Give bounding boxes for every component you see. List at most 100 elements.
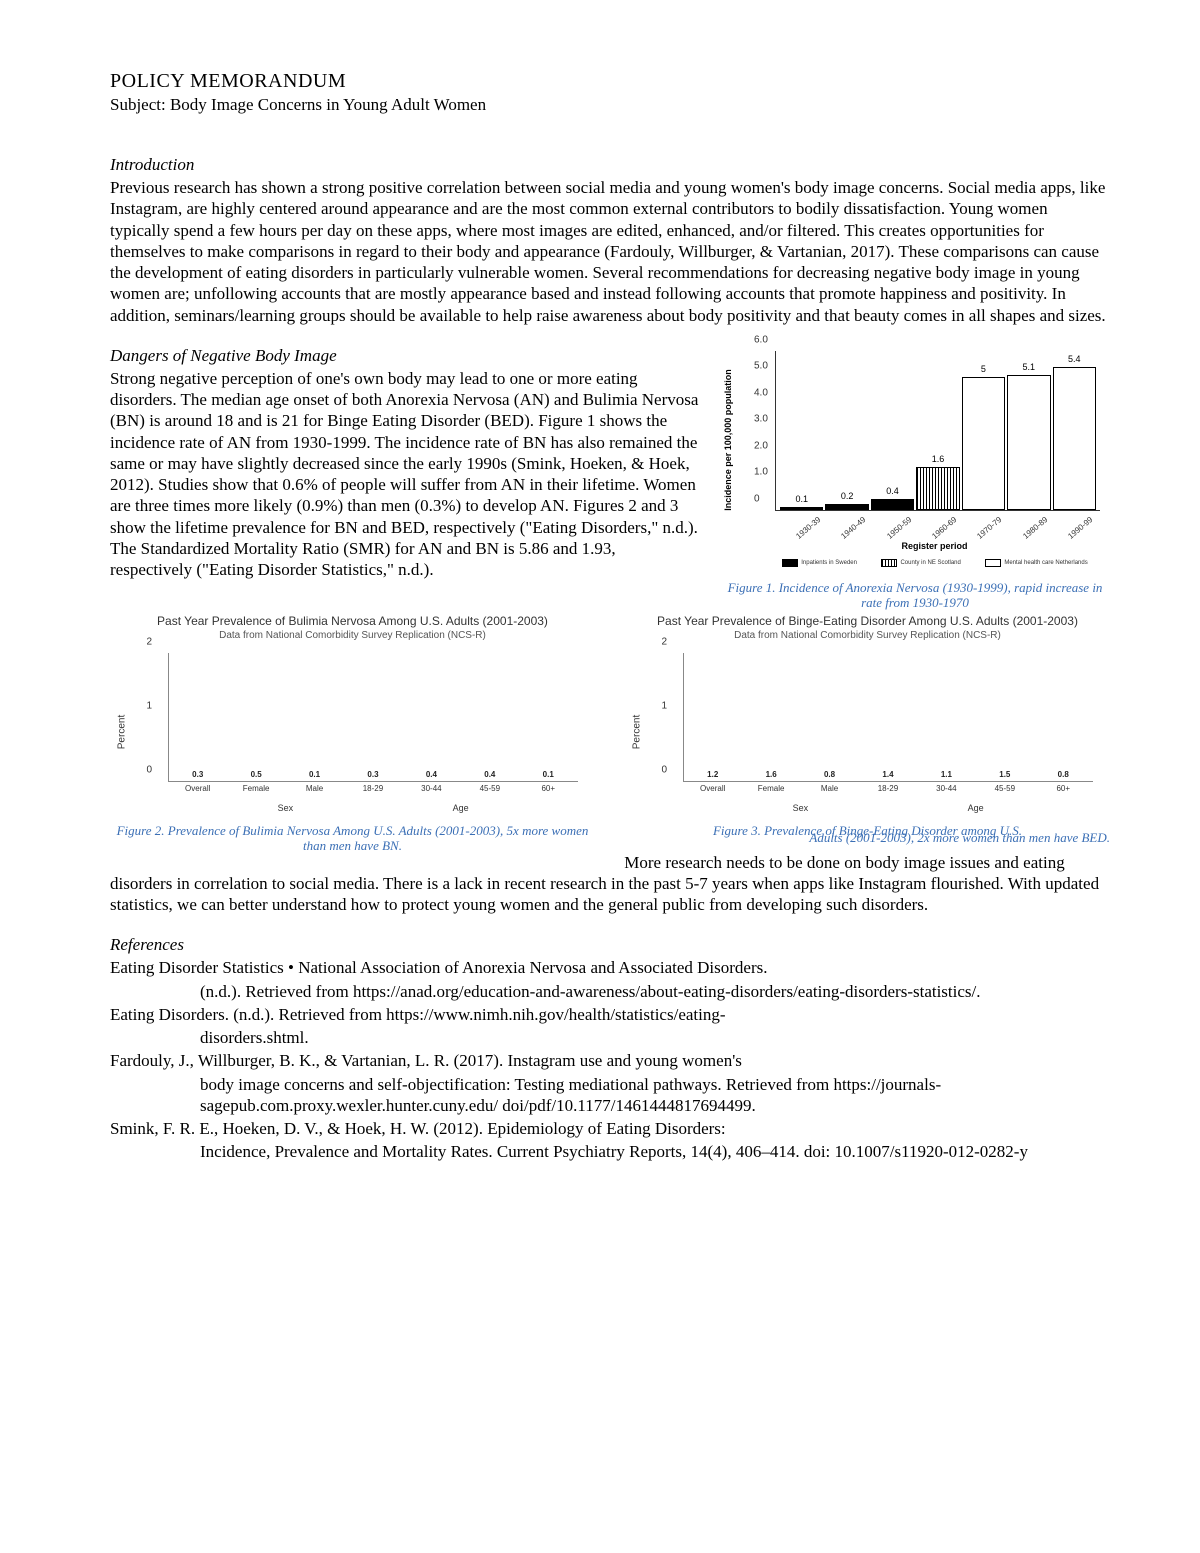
fig1-bar-value: 5 [981,364,986,374]
fig3-caption-overflow: Adults (2001-2003), 2x more women than m… [809,830,1110,846]
axis-group-label: Age [453,803,469,813]
bar-x-label: Female [758,784,785,793]
closing-lead: More research needs to be done on body i… [624,853,1019,872]
fig1-xlabel: 1930-39 [794,515,822,541]
bar-value-label: 0.1 [309,770,320,779]
fig1-bar-value: 0.2 [841,491,854,501]
fig1-ytick: 0 [754,493,760,504]
fig2-subtitle: Data from National Comorbidity Survey Re… [219,630,486,641]
fig1-bar-value: 5.4 [1068,354,1081,364]
figure-2-caption: Figure 2. Prevalence of Bulimia Nervosa … [110,824,595,854]
bar-value-label: 0.3 [367,770,378,779]
bar-value-label: 1.1 [941,770,952,779]
fig1-y-axis-label: Incidence per 100,000 population [723,369,733,511]
bar-x-label: Overall [185,784,210,793]
figure-1: Incidence per 100,000 population 0 1.0 2.0… [720,346,1110,611]
fig1-xlabel: 1970-79 [976,515,1004,541]
fig1-ytick: 3.0 [754,414,768,425]
fig2-plot-area: 0120.3Overall0.5Female0.1Male0.318-290.4… [168,653,578,782]
bar-x-label: Overall [700,784,725,793]
fig1-bar: 0.11930-39 [780,507,823,510]
bar-value-label: 0.4 [484,770,495,779]
bar-x-label: 30-44 [936,784,956,793]
intro-body: Previous research has shown a strong pos… [110,177,1110,326]
fig1-bar: 5.11980-89 [1007,375,1050,510]
fig1-legend-item: Mental health care Netherlands [985,559,1087,567]
reference-continuation: body image concerns and self-objectifica… [110,1074,1110,1117]
closing-paragraph: Adults (2001-2003), 2x more women than m… [110,852,1110,916]
ytick: 1 [662,700,668,711]
dangers-text-column: Dangers of Negative Body Image Strong ne… [110,346,702,611]
bar-value-label: 0.3 [192,770,203,779]
bar-x-label: 18-29 [878,784,898,793]
references-list: Eating Disorder Statistics • National As… [110,957,1110,1162]
dangers-heading: Dangers of Negative Body Image [110,346,702,366]
bar-x-label: 45-59 [480,784,500,793]
fig3-subtitle: Data from National Comorbidity Survey Re… [734,630,1001,641]
fig2-chart: Percent 0120.3Overall0.5Female0.1Male0.3… [118,645,588,820]
fig1-bar: 0.41950-59 [871,499,914,510]
reference-continuation: (n.d.). Retrieved from https://anad.org/… [110,981,1110,1002]
figure-3: Past Year Prevalence of Binge-Eating Dis… [625,615,1110,854]
fig2-title: Past Year Prevalence of Bulimia Nervosa … [157,615,548,628]
fig1-bar: 51970-79 [962,377,1005,510]
axis-group-label: Age [968,803,984,813]
bar-x-label: 18-29 [363,784,383,793]
fig1-ytick: 1.0 [754,467,768,478]
dangers-body: Strong negative perception of one's own … [110,368,702,581]
axis-group-label: Sex [793,803,809,813]
fig3-y-axis-label: Percent [631,715,642,749]
document-page: POLICY MEMORANDUM Subject: Body Image Co… [0,0,1200,1245]
fig1-ytick: 5.0 [754,361,768,372]
doc-title: POLICY MEMORANDUM [110,70,1110,93]
ytick: 2 [147,636,153,647]
bar-x-label: 60+ [1056,784,1070,793]
figure-2: Past Year Prevalence of Bulimia Nervosa … [110,615,595,854]
bar-x-label: Female [243,784,270,793]
ytick: 0 [147,764,153,775]
legend-text: County in NE Scotland [900,560,960,566]
intro-heading: Introduction [110,155,1110,175]
fig1-ytick: 4.0 [754,387,768,398]
fig3-chart: Percent 0121.2Overall1.6Female0.8Male1.4… [633,645,1103,820]
bar-x-label: 30-44 [421,784,441,793]
two-chart-row: Past Year Prevalence of Bulimia Nervosa … [110,615,1110,854]
bar-x-label: 45-59 [995,784,1015,793]
references-heading: References [110,935,1110,955]
reference-continuation: Incidence, Prevalence and Mortality Rate… [110,1141,1110,1162]
fig1-xlabel: 1980-89 [1021,515,1049,541]
reference-line: Fardouly, J., Willburger, B. K., & Varta… [110,1050,1110,1071]
bar-value-label: 0.8 [1058,770,1069,779]
fig1-plot-area: 01.02.03.04.05.06.00.11930-390.21940-490… [775,351,1100,511]
fig1-bar-value: 0.1 [795,494,808,504]
figure-1-caption: Figure 1. Incidence of Anorexia Nervosa … [720,581,1110,611]
fig1-xlabel: 1950-59 [885,515,913,541]
reference-line: Eating Disorder Statistics • National As… [110,957,1110,978]
bar-value-label: 0.8 [824,770,835,779]
fig1-bar-value: 1.6 [932,454,945,464]
fig2-y-axis-label: Percent [116,715,127,749]
doc-subject: Subject: Body Image Concerns in Young Ad… [110,95,1110,115]
bar-value-label: 1.5 [999,770,1010,779]
fig1-xlabel: 1990-99 [1066,515,1094,541]
ytick: 0 [662,764,668,775]
fig1-legend-item: Inpatients in Sweden [782,559,857,567]
legend-text: Inpatients in Sweden [801,560,857,566]
bar-value-label: 1.4 [882,770,893,779]
fig3-plot-area: 0121.2Overall1.6Female0.8Male1.418-291.1… [683,653,1093,782]
fig1-bar-value: 0.4 [886,486,899,496]
fig1-bar: 0.21940-49 [825,504,868,509]
fig1-legend-item: County in NE Scotland [881,559,960,567]
reference-line: Smink, F. R. E., Hoeken, D. V., & Hoek, … [110,1118,1110,1139]
bar-value-label: 0.4 [426,770,437,779]
fig1-ytick: 6.0 [754,334,768,345]
reference-continuation: disorders.shtml. [110,1027,1110,1048]
fig1-legend: Inpatients in Sweden County in NE Scotlan… [770,559,1100,567]
figure-1-chart: Incidence per 100,000 population 0 1.0 2.0… [720,346,1110,581]
fig1-xlabel: 1960-69 [930,515,958,541]
ytick: 1 [147,700,153,711]
fig1-xlabel: 1940-49 [839,515,867,541]
fig1-ytick: 2.0 [754,440,768,451]
bar-value-label: 1.2 [707,770,718,779]
fig1-bar: 5.41990-99 [1053,367,1096,510]
